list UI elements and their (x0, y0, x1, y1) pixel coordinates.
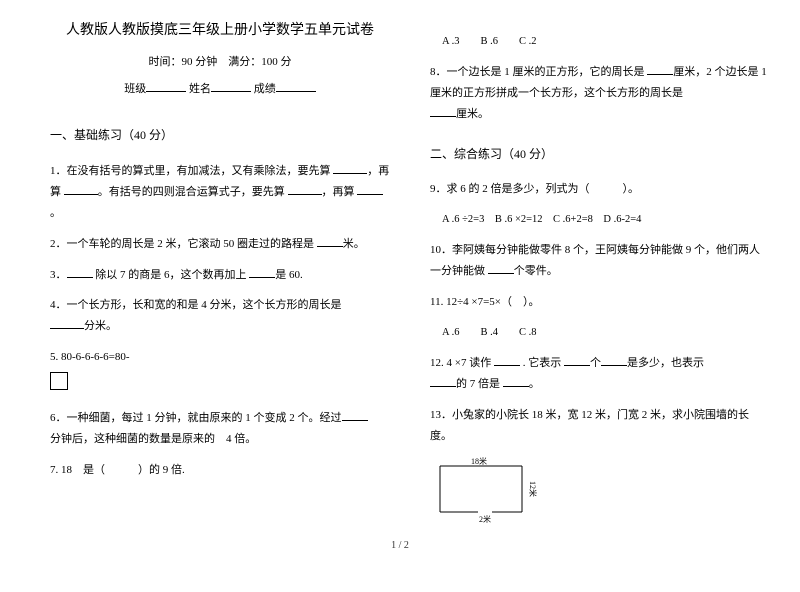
q8-text-c: 厘米。 (456, 108, 489, 120)
q12-blank-3 (601, 354, 627, 366)
question-9: 9．求 6 的 2 倍是多少，列式为（ ）。 (430, 179, 770, 200)
q10-text-a: 10．李阿姨每分钟能做零件 8 个，王阿姨每分钟能做 9 个，他们两人一分钟能做 (430, 244, 760, 277)
q9-text: 9．求 6 的 2 倍是多少，列式为（ ）。 (430, 183, 639, 195)
svg-text:2米: 2米 (479, 514, 491, 524)
question-11: 11. 12÷4 ×7=5×（ ）。 (430, 292, 770, 313)
q12-blank-2 (564, 354, 590, 366)
q9-options: A .6 ÷2=3 B .6 ×2=12 C .6+2=8 D .6-2=4 (442, 210, 770, 230)
q7-text: 7. 18 是（ ）的 9 倍. (50, 464, 185, 476)
page-number: 1 / 2 (0, 540, 800, 551)
q6-blank (342, 409, 368, 421)
question-10: 10．李阿姨每分钟能做零件 8 个，王阿姨每分钟能做 9 个，他们两人一分钟能做… (430, 240, 770, 282)
blank-class (146, 80, 186, 92)
question-3: 3． 除以 7 的商是 6，这个数再加上 是 60. (50, 265, 390, 286)
q7-options: A .3 B .6 C .2 (442, 32, 770, 52)
exam-title: 人教版人教版摸底三年级上册小学数学五单元试卷 (50, 20, 390, 42)
column-left: 人教版人教版摸底三年级上册小学数学五单元试卷 时间：90 分钟 满分：100 分… (50, 20, 390, 530)
section-1-heading: 一、基础练习（40 分） (50, 124, 390, 147)
q6-text-a: 6．一种细菌，每过 1 分钟，就由原来的 1 个变成 2 个。经过 (50, 412, 342, 424)
q12-text-d: 是多少，也表示 (627, 357, 704, 369)
question-2: 2．一个车轮的周长是 2 米，它滚动 50 圈走过的路程是 米。 (50, 234, 390, 255)
svg-text:18米: 18米 (471, 456, 487, 466)
q8-blank-2 (430, 105, 456, 117)
question-4: 4．一个长方形，长和宽的和是 4 分米，这个长方形的周长是 分米。 (50, 295, 390, 337)
q12-text-f: 。 (529, 378, 540, 390)
q1-blank-3 (288, 183, 322, 195)
q3-text-c: 是 60. (275, 269, 303, 281)
form-line: 班级 姓名 成绩 (50, 79, 390, 100)
q8-text-a: 8．一个边长是 1 厘米的正方形，它的周长是 (430, 66, 647, 78)
exam-meta: 时间：90 分钟 满分：100 分 (50, 52, 390, 73)
blank-name (211, 80, 251, 92)
page: 人教版人教版摸底三年级上册小学数学五单元试卷 时间：90 分钟 满分：100 分… (0, 0, 800, 540)
q1-blank-1 (333, 162, 367, 174)
q3-blank-2 (249, 266, 275, 278)
q12-blank-5 (503, 375, 529, 387)
q1-text-a: 1．在没有括号的算式里，有加减法，又有乘除法，要先算 (50, 165, 333, 177)
question-7: 7. 18 是（ ）的 9 倍. (50, 460, 390, 481)
diagram-rectangle-icon: 18米 12米 2米 (430, 456, 550, 528)
q10-text-b: 个零件。 (514, 265, 558, 277)
q1-text-c: 。有括号的四则混合运算式子，要先算 (98, 186, 288, 198)
q11-options: A .6 B .4 C .8 (442, 323, 770, 343)
section-2-heading: 二、综合练习（40 分） (430, 143, 770, 166)
question-8: 8．一个边长是 1 厘米的正方形，它的周长是 厘米，2 个边长是 1 厘米的正方… (430, 62, 770, 125)
q1-blank-2 (64, 183, 98, 195)
q6-text-b: 分钟后，这种细菌的数量是原来的 4 倍。 (50, 433, 256, 445)
q5-text: 5. 80-6-6-6-6=80- (50, 351, 130, 363)
q4-text-a: 4．一个长方形，长和宽的和是 4 分米，这个长方形的周长是 (50, 299, 342, 311)
question-13: 13．小兔家的小院长 18 米，宽 12 米，门宽 2 米，求小院围墙的长度。 (430, 405, 770, 447)
q1-text-e: 。 (50, 207, 61, 219)
q13-text: 13．小兔家的小院长 18 米，宽 12 米，门宽 2 米，求小院围墙的长度。 (430, 409, 749, 442)
answer-box-icon (50, 372, 68, 390)
q12-blank-4 (430, 375, 456, 387)
question-1: 1．在没有括号的算式里，有加减法，又有乘除法，要先算 ，再算 。有括号的四则混合… (50, 161, 390, 224)
question-12: 12. 4 ×7 读作 . 它表示 个 是多少，也表示的 7 倍是 。 (430, 353, 770, 395)
q4-blank (50, 317, 84, 329)
label-score: 成绩 (254, 83, 276, 95)
q10-blank (488, 262, 514, 274)
svg-text:12米: 12米 (528, 481, 538, 497)
blank-score (276, 80, 316, 92)
q12-text-b: . 它表示 (520, 357, 564, 369)
column-right: A .3 B .6 C .2 8．一个边长是 1 厘米的正方形，它的周长是 厘米… (430, 20, 770, 530)
q2-text-b: 米。 (343, 238, 365, 250)
q3-text-a: 3． (50, 269, 67, 281)
q4-text-b: 分米。 (84, 320, 117, 332)
question-5: 5. 80-6-6-6-6=80- (50, 347, 390, 398)
q2-blank (317, 235, 343, 247)
q12-text-a: 12. 4 ×7 读作 (430, 357, 494, 369)
q11-text: 11. 12÷4 ×7=5×（ ）。 (430, 296, 540, 308)
q2-text-a: 2．一个车轮的周长是 2 米，它滚动 50 圈走过的路程是 (50, 238, 317, 250)
q12-text-c: 个 (590, 357, 601, 369)
q12-blank-1 (494, 354, 520, 366)
q1-blank-4 (357, 183, 383, 195)
label-class: 班级 (124, 83, 146, 95)
question-6: 6．一种细菌，每过 1 分钟，就由原来的 1 个变成 2 个。经过分钟后，这种细… (50, 408, 390, 450)
q3-blank-1 (67, 266, 93, 278)
label-name: 姓名 (189, 83, 211, 95)
q3-text-b: 除以 7 的商是 6，这个数再加上 (93, 269, 250, 281)
q12-text-e: 的 7 倍是 (456, 378, 503, 390)
q1-text-d: ，再算 (322, 186, 358, 198)
q8-blank-1 (647, 63, 673, 75)
